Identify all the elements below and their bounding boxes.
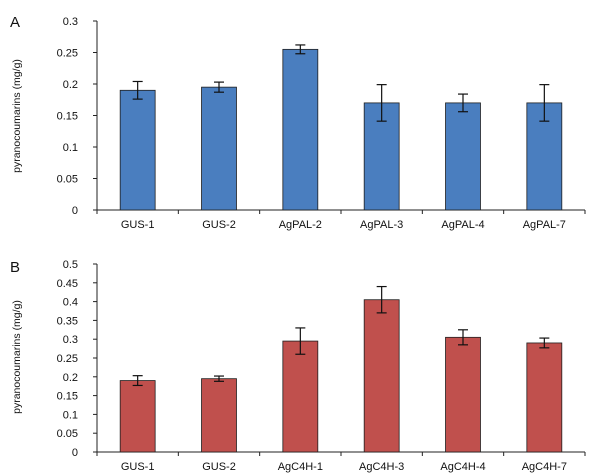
bar	[282, 48, 319, 211]
bar	[282, 340, 319, 453]
y-tick-label: 0.2	[63, 372, 78, 384]
panel-a-y-axis-label: pyranocoumarins (mg/g)	[11, 59, 23, 173]
y-tick-label: 0.25	[57, 48, 78, 60]
y-tick-label: 0.2	[63, 79, 78, 91]
panel-b-y-axis-label: pyranocoumarins (mg/g)	[11, 300, 23, 414]
y-tick-label: 0.15	[57, 111, 78, 123]
y-tick-label: 0.3	[63, 16, 78, 28]
y-tick-label: 0.15	[57, 391, 78, 403]
x-tick-label: AgPAL-4	[441, 219, 484, 231]
y-tick-label: 0	[72, 205, 78, 217]
y-tick-label: 0.25	[57, 353, 78, 365]
bar	[445, 102, 481, 211]
panel-a-plot: 0 0.05 0.1 0.15 0.2 0.25 0.3 GUS-1 GUS-2 AgPAL-2 A…	[57, 16, 586, 231]
y-tick-label: 0.1	[63, 142, 78, 154]
x-tick-label: GUS-2	[202, 219, 236, 231]
bar	[363, 299, 400, 453]
panel-b-plot: 0 0.05 0.1 0.15 0.2 0.25 0.3 0.35 0.4 0.45 0.5 GUS-…	[57, 259, 586, 473]
bar	[119, 89, 156, 211]
y-tick-label: 0.1	[63, 409, 78, 421]
x-tick-label: GUS-1	[121, 461, 155, 473]
bar	[201, 86, 237, 211]
y-tick-label: 0.35	[57, 315, 78, 327]
y-tick-label: 0	[72, 447, 78, 459]
y-tick-label: 0.05	[57, 174, 78, 186]
bar	[119, 380, 156, 453]
x-tick-label: AgC4H-1	[278, 461, 323, 473]
y-tick-label: 0.05	[57, 428, 78, 440]
bar	[526, 342, 563, 453]
y-tick-label: 0.3	[63, 334, 78, 346]
x-tick-label: GUS-2	[202, 461, 236, 473]
x-tick-label: GUS-1	[121, 219, 155, 231]
panel-b-label: B	[10, 259, 20, 276]
x-tick-label: AgC4H-4	[440, 461, 485, 473]
x-tick-label: AgC4H-3	[359, 461, 404, 473]
x-tick-label: AgPAL-3	[360, 219, 403, 231]
bar	[201, 378, 237, 453]
y-tick-label: 0.4	[63, 297, 78, 309]
panel-a-label: A	[10, 14, 20, 31]
y-tick-label: 0.45	[57, 278, 78, 290]
x-tick-label: AgC4H-7	[522, 461, 567, 473]
bar	[445, 336, 481, 453]
y-tick-label: 0.5	[63, 259, 78, 271]
x-tick-label: AgPAL-7	[523, 219, 566, 231]
x-tick-label: AgPAL-2	[279, 219, 322, 231]
